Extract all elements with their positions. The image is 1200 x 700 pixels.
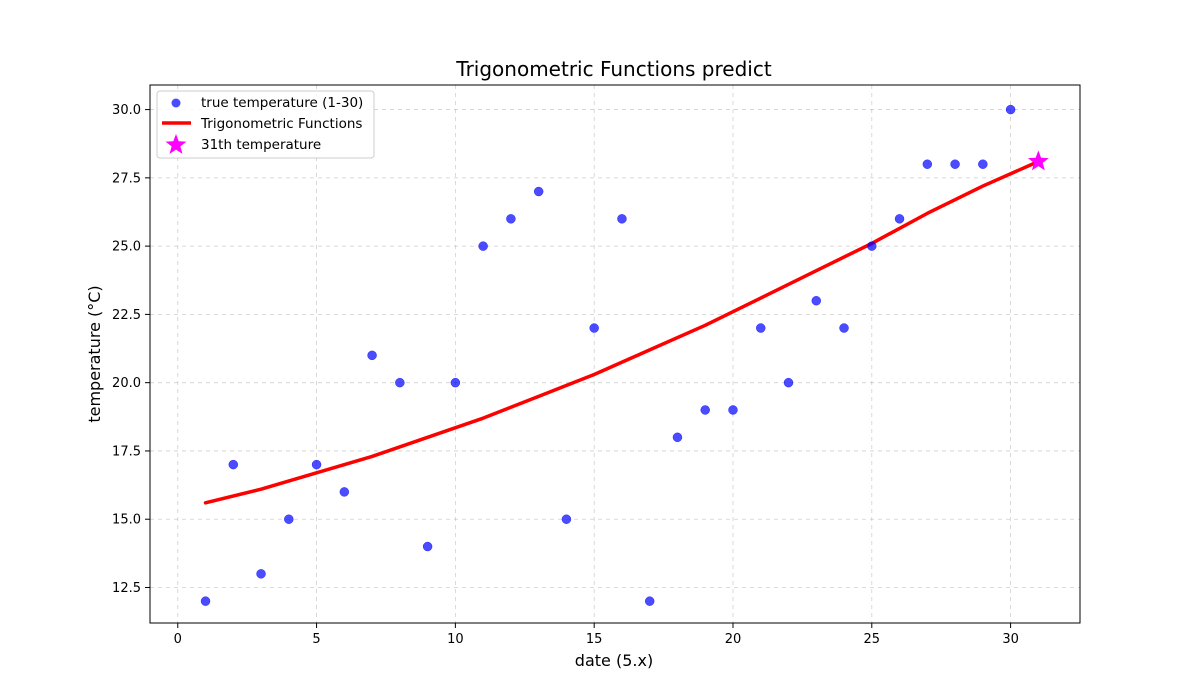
data-point [644,596,655,606]
data-point [839,323,849,333]
data-point [506,214,516,224]
data-point [478,241,488,251]
y-tick-label: 15.0 [112,513,141,528]
data-point [284,514,294,524]
data-point [950,159,960,169]
data-point [922,159,933,169]
grid [150,85,1080,623]
data-point [533,186,544,197]
y-tick-label: 22.5 [112,308,141,323]
y-tick-label: 30.0 [112,103,141,118]
data-point [1005,104,1016,115]
data-point [228,459,239,470]
legend-box [156,90,375,159]
data-point [755,323,766,333]
y-tick-label: 12.5 [112,581,141,596]
data-point [978,159,988,169]
data-point [422,541,433,552]
plot-area [200,104,1049,606]
trig-fit-line [203,159,1041,505]
data-point [200,596,211,606]
legend-label-star: 31th temperature [201,137,321,153]
data-point [728,405,738,415]
data-point [450,377,461,388]
x-tick-label: 10 [447,632,464,647]
legend: true temperature (1-30) Trigonometric Fu… [156,90,375,159]
data-point [395,377,405,388]
y-tick-label: 17.5 [112,444,141,459]
data-point [589,323,599,333]
data-point [311,459,322,470]
y-tick-label: 20.0 [112,376,141,391]
data-point [783,377,794,388]
y-tick-label: 27.5 [112,171,141,186]
data-point [339,487,350,497]
y-axis-title: temperature (°C) [85,285,104,422]
data-point [894,214,905,224]
x-tick-label: 30 [1002,632,1019,647]
y-axis: 12.5 15.0 17.5 20.0 22.5 25.0 27.5 30.0 [112,103,150,596]
x-tick-label: 25 [864,632,881,647]
chart-title: Trigonometric Functions predict [455,57,772,81]
data-point [811,295,822,306]
data-point [700,405,710,415]
legend-label-line: Trigonometric Functions [200,116,362,132]
x-tick-label: 5 [312,632,320,647]
x-tick-label: 20 [725,632,742,647]
x-axis: 0 5 10 15 20 25 30 [174,623,1019,647]
data-point [561,514,572,524]
x-axis-title: date (5.x) [575,651,653,670]
x-tick-label: 0 [174,632,182,647]
y-tick-label: 25.0 [112,240,141,255]
plot-frame [149,84,1081,624]
x-tick-label: 15 [586,632,603,647]
data-point [617,214,627,224]
data-point [256,569,266,579]
legend-marker-scatter [171,98,181,108]
legend-marker-star [165,134,187,154]
data-point [367,350,377,361]
predicted-point-star [1027,150,1049,171]
legend-label-scatter: true temperature (1-30) [201,95,363,111]
data-point [672,432,683,443]
data-point [867,241,877,251]
